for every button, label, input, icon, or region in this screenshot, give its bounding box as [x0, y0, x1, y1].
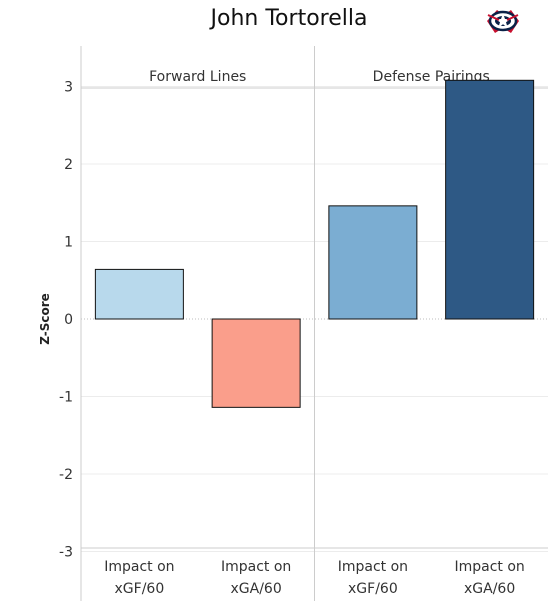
- y-tick-label: 1: [64, 235, 73, 251]
- x-category-label: xGA/60: [231, 581, 282, 597]
- page-title: John Tortorella: [210, 6, 368, 31]
- bar: [211, 318, 301, 408]
- x-category-label: Impact on: [221, 559, 291, 575]
- y-tick-label: -3: [59, 545, 73, 561]
- bar: [328, 205, 418, 320]
- y-tick-label: 2: [64, 157, 73, 173]
- x-category-label: Impact on: [104, 559, 174, 575]
- y-tick-label: 3: [64, 80, 73, 96]
- x-category-label: xGA/60: [464, 581, 515, 597]
- y-tick-label: -2: [59, 467, 73, 483]
- x-category-label: Impact on: [338, 559, 408, 575]
- y-axis-label: Z-Score: [38, 293, 52, 345]
- x-category-label: Impact on: [454, 559, 524, 575]
- x-category-label: xGF/60: [348, 581, 398, 597]
- y-tick-label: -1: [59, 390, 73, 406]
- panel-header: Forward Lines: [149, 69, 246, 85]
- blue-jackets-logo-icon: [484, 6, 522, 36]
- x-category-label: xGF/60: [115, 581, 165, 597]
- bar: [445, 79, 535, 320]
- y-tick-label: 0: [64, 312, 73, 328]
- bar: [94, 268, 184, 320]
